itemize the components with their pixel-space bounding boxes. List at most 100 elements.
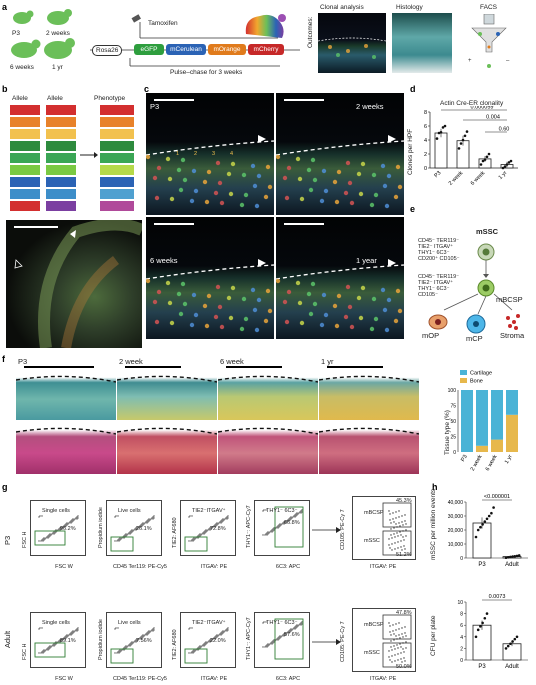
facs-event xyxy=(210,640,212,642)
cell-dot xyxy=(373,316,379,322)
facs-event xyxy=(289,517,291,519)
facs-event xyxy=(396,644,398,646)
cell-dot xyxy=(356,295,362,301)
facs-event xyxy=(394,536,396,538)
clone-micrograph: 6 weeks xyxy=(146,217,274,339)
facs-event xyxy=(64,638,66,640)
facs-event xyxy=(289,629,291,631)
final-gate-label: mSSC xyxy=(364,538,380,544)
facs-event xyxy=(401,515,403,517)
data-point xyxy=(505,163,509,166)
facs-event xyxy=(290,628,292,630)
facs-event xyxy=(114,516,116,518)
facs-event xyxy=(69,633,71,635)
facs-event xyxy=(212,526,214,528)
facs-event xyxy=(393,633,395,635)
y-tick-label: 25 xyxy=(450,435,456,441)
boundary-line xyxy=(319,427,419,435)
data-point xyxy=(465,130,469,133)
panel-b-letter: b xyxy=(2,84,8,94)
facs-event xyxy=(125,647,127,649)
facs-event xyxy=(226,516,228,518)
cell-dot xyxy=(397,184,403,190)
data-point xyxy=(507,161,511,164)
cell-dot xyxy=(256,297,262,303)
facs-event xyxy=(146,634,148,636)
x-tick-label: P3 xyxy=(478,664,486,670)
facs-event xyxy=(207,641,209,643)
cell-dot xyxy=(250,287,256,293)
facs-event xyxy=(127,533,129,535)
facs-event xyxy=(57,641,59,643)
y-tick-label: 2 xyxy=(460,646,463,652)
facs-event xyxy=(296,514,298,516)
facs-event xyxy=(43,649,45,651)
data-point xyxy=(485,517,489,521)
timepoint-p3: P3 xyxy=(12,30,20,37)
facs-event xyxy=(74,518,76,520)
facs-event xyxy=(190,652,192,654)
facs-event xyxy=(153,629,155,631)
cell-dot xyxy=(182,177,188,183)
facs-event xyxy=(133,529,135,531)
facs-event xyxy=(114,540,116,542)
cell-dot xyxy=(310,281,316,287)
facs-event xyxy=(272,530,274,532)
facs-event xyxy=(399,531,401,533)
facs-event xyxy=(220,632,222,634)
facs-event xyxy=(123,537,125,539)
facs-event xyxy=(211,639,213,641)
cell-dot xyxy=(265,288,271,294)
facs-event xyxy=(193,651,195,653)
facs-event xyxy=(130,642,132,644)
facs-event xyxy=(293,515,295,517)
facs-event xyxy=(271,641,273,643)
scale-bar-f xyxy=(327,366,383,368)
facs-event xyxy=(215,637,217,639)
facs-event xyxy=(294,626,296,628)
arrowhead-icon xyxy=(388,259,396,267)
cell-dot xyxy=(152,299,158,305)
data-point xyxy=(479,525,482,529)
phenotype-box xyxy=(100,105,134,115)
cell-dot xyxy=(358,315,364,321)
data-point xyxy=(441,126,445,129)
data-point xyxy=(481,621,484,625)
scale-bar-c xyxy=(154,99,194,101)
facs-event xyxy=(264,534,266,536)
p-value: 0.004 xyxy=(486,115,500,121)
facs-event xyxy=(210,638,212,640)
facs-event xyxy=(279,525,281,527)
facs-event xyxy=(147,631,149,633)
cell-dot xyxy=(382,183,388,189)
facs-event xyxy=(153,627,155,629)
facs-event xyxy=(47,649,49,651)
gate-region xyxy=(34,530,66,546)
facs-event xyxy=(77,517,79,519)
facs-event xyxy=(147,521,149,523)
final-gate-label: mBCSP xyxy=(364,622,384,628)
facs-event xyxy=(61,527,63,529)
facs-event xyxy=(203,531,205,533)
data-point xyxy=(513,637,517,641)
facs-event xyxy=(219,633,221,635)
cell-dot xyxy=(299,196,305,202)
facs-event xyxy=(197,535,199,537)
cell-dot xyxy=(239,326,245,332)
y-tick-label: 50 xyxy=(450,419,456,425)
cell-dot xyxy=(286,289,292,295)
mcherry-box: mCherry xyxy=(248,44,284,55)
facs-event xyxy=(140,638,142,640)
outcome-clonal: Clonal analysis xyxy=(320,4,364,11)
facs-event xyxy=(189,627,191,629)
facs-event xyxy=(204,644,206,646)
facs-event xyxy=(130,530,132,532)
cell-dot xyxy=(217,180,223,186)
facs-event xyxy=(48,646,50,648)
cell-dot xyxy=(254,203,260,209)
svg-text:+: + xyxy=(468,58,472,64)
facs-event xyxy=(76,628,78,630)
facs-event xyxy=(137,527,139,529)
facs-event xyxy=(280,524,282,526)
facs-ylabel: FSC H xyxy=(22,643,28,661)
